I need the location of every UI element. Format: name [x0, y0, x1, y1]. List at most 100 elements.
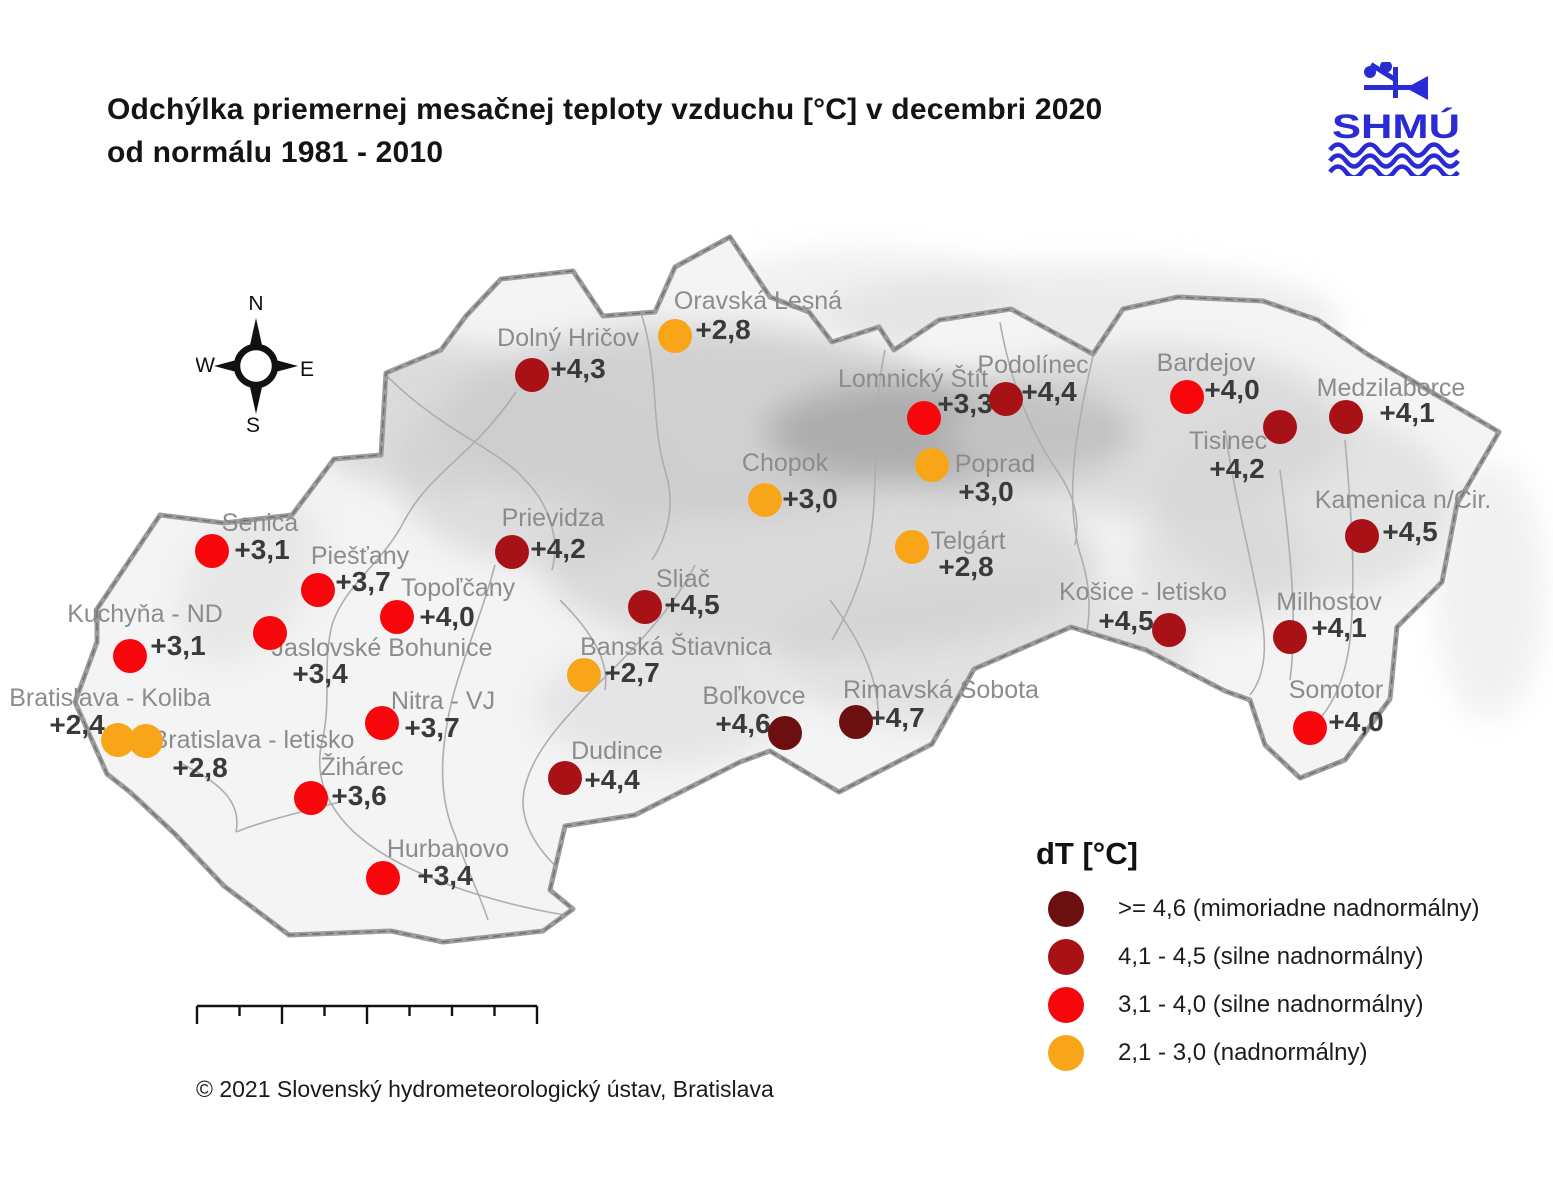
station-name-label: Dudince — [571, 737, 663, 765]
station-dot — [989, 382, 1023, 416]
station-value-label: +3,7 — [404, 712, 460, 743]
station-value-label: +4,2 — [530, 533, 586, 564]
station-dot — [628, 590, 662, 624]
station-value-label: +3,1 — [234, 534, 290, 565]
compass-south-label: S — [246, 414, 260, 436]
copyright-text: © 2021 Slovenský hydrometeorologický úst… — [196, 1076, 774, 1102]
compass-north-label: N — [248, 296, 263, 315]
station-dot — [195, 534, 229, 568]
station-dot — [907, 401, 941, 435]
station-value-label: +3,0 — [958, 476, 1014, 507]
station-value-label: +2,4 — [49, 709, 105, 740]
station-name-label: Poprad — [954, 450, 1036, 478]
station-value-label: +4,4 — [1021, 376, 1077, 407]
station-dot — [567, 658, 601, 692]
legend-item-label: 2,1 - 3,0 (nadnormálny) — [1118, 1039, 1368, 1066]
station-value-label: +4,4 — [584, 764, 640, 795]
station-name-label: Somotor — [1288, 676, 1384, 704]
station-dot — [1293, 711, 1327, 745]
compass-east-label: E — [300, 358, 314, 381]
weathervane-icon — [1364, 60, 1428, 100]
station-name-label: Bratislava - Koliba — [9, 684, 211, 712]
shmu-logo-graphic: SHMÚ — [1328, 60, 1460, 180]
station-name-label: Podolínec — [977, 351, 1089, 379]
station-name-label: Jaslovské Bohunice — [271, 634, 493, 662]
station-name-label: Banská Štiavnica — [580, 633, 772, 661]
station-value-label: +3,4 — [292, 658, 348, 689]
legend-item: 2,1 - 3,0 (nadnormálny) — [1048, 1035, 1516, 1071]
map-title: Odchýlka priemernej mesačnej teploty vzd… — [107, 88, 1207, 174]
station-value-label: +4,0 — [419, 601, 475, 632]
shmu-logo-text: SHMÚ — [1332, 108, 1460, 146]
scale-bar-ticks — [195, 1004, 539, 1024]
station-value-label: +2,7 — [604, 657, 660, 688]
station-dot — [1329, 400, 1363, 434]
station-name-label: Žihárec — [320, 753, 404, 781]
station-dot — [301, 573, 335, 607]
station-value-label: +3,7 — [335, 566, 391, 597]
station-value-label: +3,4 — [417, 860, 473, 891]
legend-item: >= 4,6 (mimoriadne nadnormálny) — [1048, 891, 1516, 927]
station-dot — [495, 535, 529, 569]
terrain-relief — [176, 325, 1455, 767]
station-dot — [1152, 613, 1186, 647]
station-name-label: Chopok — [741, 449, 829, 477]
station-name-label: Kamenica n/Cir. — [1314, 486, 1492, 514]
station-name-label: Dolný Hričov — [497, 324, 639, 352]
station-dot — [253, 616, 287, 650]
station-value-label: +4,2 — [1209, 453, 1265, 484]
station-name-label: Tisinec — [1188, 427, 1268, 455]
station-value-label: +4,0 — [1328, 706, 1384, 737]
station-name-label: Nitra - VJ — [390, 687, 496, 715]
station-name-label: Piešťany — [310, 542, 410, 570]
legend-item-label: >= 4,6 (mimoriadne nadnormálny) — [1118, 895, 1480, 922]
station-value-label: +4,1 — [1379, 397, 1435, 428]
station-dot — [294, 781, 328, 815]
station-name-label: Bardejov — [1156, 349, 1256, 377]
station-dot — [1170, 380, 1204, 414]
station-value-label: +4,5 — [1098, 605, 1154, 636]
station-dot — [1263, 410, 1297, 444]
station-dot — [365, 706, 399, 740]
station-value-label: +4,0 — [1204, 374, 1260, 405]
station-name-label: Medzilaborce — [1316, 374, 1466, 402]
station-dot — [895, 530, 929, 564]
station-name-label: Kuchyňa - ND — [67, 600, 223, 628]
station-value-label: +2,8 — [695, 314, 751, 345]
station-value-label: +3,6 — [331, 780, 387, 811]
legend-item: 3,1 - 4,0 (silne nadnormálny) — [1048, 987, 1516, 1023]
map-title-line1: Odchýlka priemernej mesačnej teploty vzd… — [107, 93, 1103, 126]
station-value-label: +4,6 — [715, 708, 771, 739]
station-value-label: +3,0 — [782, 483, 838, 514]
legend-color-dot — [1048, 891, 1084, 927]
station-name-label: Boľkovce — [702, 682, 806, 710]
station-name-label: Topoľčany — [400, 574, 516, 602]
station-dot — [1345, 519, 1379, 553]
station-name-label: Telgárt — [930, 527, 1006, 555]
station-value-label: +4,5 — [664, 589, 720, 620]
legend-color-dot — [1048, 1035, 1084, 1071]
country-border-dashes — [74, 236, 1500, 943]
region-and-river-lines — [177, 309, 1354, 921]
station-dot — [839, 705, 873, 739]
station-name-label: Rimavská Sobota — [843, 676, 1039, 704]
station-dot — [548, 761, 582, 795]
station-name-label: Prievidza — [501, 504, 605, 532]
station-value-label: +4,7 — [869, 702, 925, 733]
station-value-label: +4,3 — [550, 353, 606, 384]
station-dot — [748, 483, 782, 517]
legend-item: 4,1 - 4,5 (silne nadnormálny) — [1048, 939, 1516, 975]
station-dot — [658, 319, 692, 353]
compass-circle — [233, 343, 279, 389]
station-name-label: Milhostov — [1276, 588, 1382, 616]
station-dot — [515, 358, 549, 392]
map-title-line2: od normálu 1981 - 2010 — [107, 136, 444, 169]
station-dot — [129, 724, 163, 758]
station-dot — [768, 716, 802, 750]
station-value-label: +4,5 — [1382, 516, 1438, 547]
compass-west-label: W — [196, 354, 215, 377]
station-value-label: +2,8 — [172, 752, 228, 783]
legend-item-label: 4,1 - 4,5 (silne nadnormálny) — [1118, 943, 1424, 970]
station-value-label: +3,3 — [937, 388, 993, 419]
